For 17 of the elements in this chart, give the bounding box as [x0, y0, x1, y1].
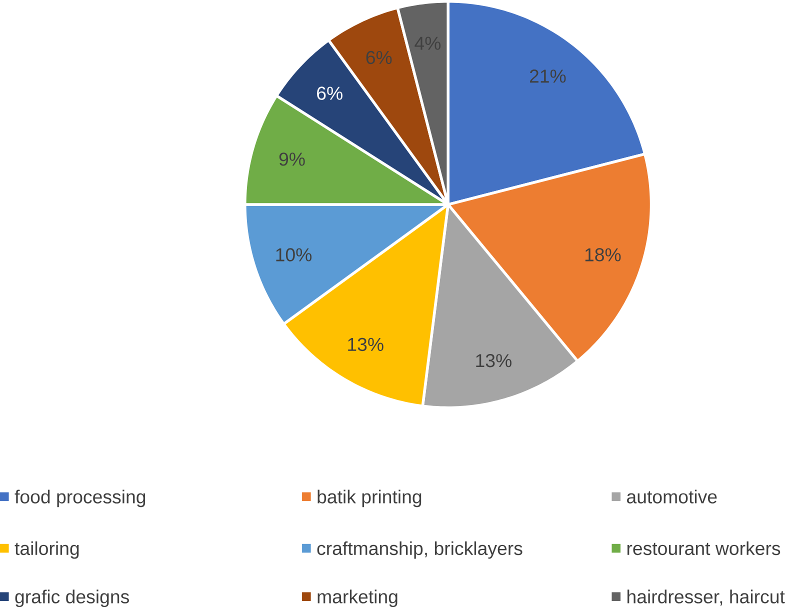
- data-label: 21%: [530, 70, 566, 83]
- data-label: 10%: [276, 248, 312, 262]
- legend-label: hairdresser, haircut: [628, 590, 785, 606]
- legend-label: restourant workers: [627, 541, 780, 556]
- legend-label: tailoring: [14, 541, 79, 559]
- data-label: 18%: [585, 248, 621, 262]
- legend-label: batik printing: [318, 490, 422, 508]
- legend-label: marketing: [318, 590, 398, 607]
- data-label: 6%: [366, 50, 392, 64]
- legend-label: food processing: [14, 490, 146, 508]
- data-label: 13%: [476, 354, 512, 368]
- legend-label: craftmanship, bricklayers: [317, 541, 522, 559]
- data-label: 9%: [279, 152, 305, 166]
- data-label: 6%: [317, 86, 342, 100]
- data-label: 13%: [348, 338, 384, 352]
- legend-label: grafic designs: [15, 590, 129, 607]
- legend-label: automotive: [627, 490, 717, 504]
